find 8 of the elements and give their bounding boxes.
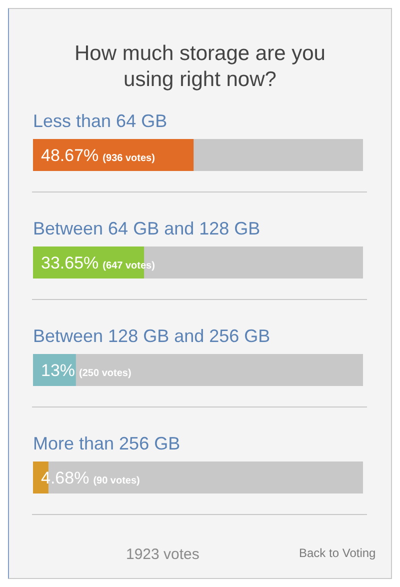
y-tick-label: Between 64 GB and 128 GB	[33, 218, 260, 238]
y-tick-label: Less than 64 GB	[33, 111, 168, 131]
y-tick-label: Between 128 GB and 256 GB	[33, 326, 270, 346]
data-label: 48.67% (936 votes)	[41, 146, 155, 165]
text: 1923 votes	[126, 546, 200, 563]
chart-title: How much storage are you using right now?	[74, 41, 326, 93]
y-tick-label: More than 256 GB	[33, 434, 180, 454]
text: Back to Voting	[299, 546, 376, 560]
